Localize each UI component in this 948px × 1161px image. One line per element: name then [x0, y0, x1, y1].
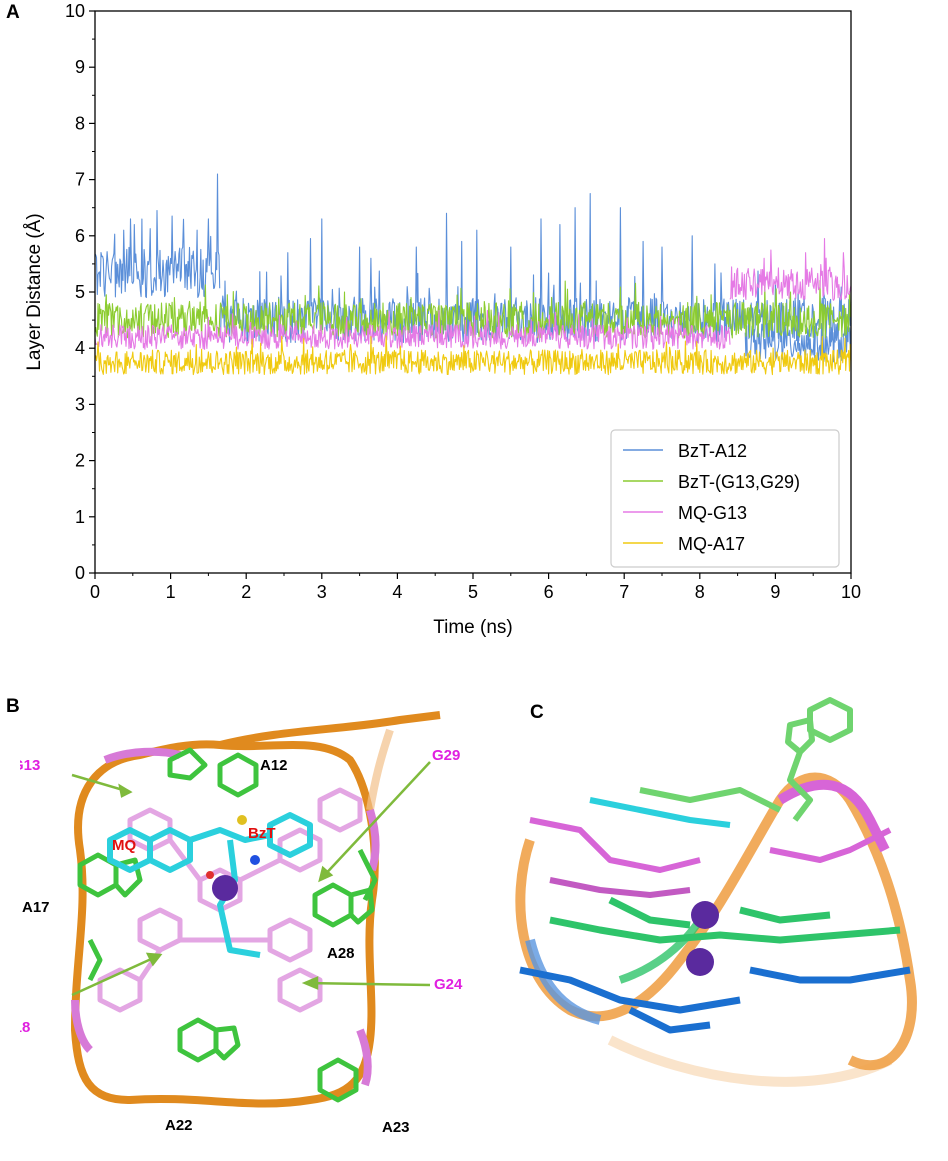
y-tick-label: 5 — [75, 282, 85, 302]
potassium-ion-lower — [686, 948, 714, 976]
legend-box — [610, 429, 840, 568]
x-tick-label: 0 — [90, 582, 100, 602]
y-tick-label: 9 — [75, 57, 85, 77]
label-a17: A17 — [22, 899, 50, 916]
layer-distance-chart: 0 1 2 3 4 5 6 7 8 9 10 0 1 2 3 4 5 6 7 8 9 10 Time (ns) Laye… — [24, 1, 861, 638]
legend: BzT-A12 BzT-(G13,G29) MQ-G13 MQ-A17 — [610, 429, 840, 568]
backbone-tail-faded — [366, 728, 394, 811]
x-tick-label: 4 — [392, 582, 402, 602]
panel-letter-a: A — [6, 2, 20, 23]
ligand-atom-yellow — [237, 815, 247, 825]
backbone-pink — [777, 779, 890, 853]
label-g24: G24 — [434, 976, 463, 993]
legend-label: MQ-A17 — [678, 534, 745, 554]
backbone-pink-segment-3 — [71, 999, 94, 1053]
backbone-green — [618, 917, 704, 984]
y-axis: 0 1 2 3 4 5 6 7 8 9 10 — [65, 1, 95, 583]
y-tick-label: 6 — [75, 226, 85, 246]
x-axis-label: Time (ns) — [433, 617, 513, 638]
x-tick-label: 1 — [166, 582, 176, 602]
y-tick-label: 3 — [75, 394, 85, 414]
label-a28: A28 — [327, 945, 355, 962]
label-mq: MQ — [112, 837, 136, 854]
series-line-bzt-g13-g29- — [94, 279, 852, 339]
structure-side-view — [515, 697, 917, 1087]
panel-letter-b: B — [6, 696, 20, 717]
top-residue — [785, 697, 853, 822]
label-g29: G29 — [432, 747, 460, 764]
label-g13: G13 — [20, 757, 40, 774]
x-tick-label: 3 — [317, 582, 327, 602]
x-tick-label: 9 — [770, 582, 780, 602]
x-tick-label: 2 — [241, 582, 251, 602]
y-tick-label: 8 — [75, 113, 85, 133]
series-lines — [94, 173, 852, 376]
x-tick-label: 5 — [468, 582, 478, 602]
backbone-pink-segment-4 — [356, 1028, 372, 1087]
x-tick-label: 8 — [695, 582, 705, 602]
x-axis: 0 1 2 3 4 5 6 7 8 9 10 — [90, 573, 861, 602]
y-tick-label: 7 — [75, 170, 85, 190]
backbone-tube — [71, 740, 379, 1108]
label-a23: A23 — [382, 1119, 410, 1136]
potassium-ion — [212, 875, 238, 901]
annotation-arrows — [71, 761, 431, 997]
panel-letter-c: C — [530, 702, 544, 723]
x-tick-label: 6 — [544, 582, 554, 602]
x-tick-label: 10 — [841, 582, 861, 602]
middle-quartet — [549, 896, 901, 944]
x-tick-label: 7 — [619, 582, 629, 602]
ligand-atom-blue — [250, 855, 260, 865]
series-line-mq-g13 — [94, 238, 852, 350]
series-line-mq-a17 — [94, 335, 852, 376]
label-g18: G18 — [20, 1019, 30, 1036]
y-tick-label: 2 — [75, 451, 85, 471]
legend-label: BzT-A12 — [678, 441, 747, 461]
legend-label: MQ-G13 — [678, 503, 747, 523]
y-tick-label: 4 — [75, 338, 85, 358]
backbone-pink-segment-2 — [366, 808, 380, 872]
potassium-ion-upper — [691, 901, 719, 929]
backbone-pink-segment — [103, 747, 181, 764]
ligand-structure — [107, 812, 313, 958]
legend-label: BzT-(G13,G29) — [678, 472, 800, 492]
backbone-tail — [219, 711, 441, 749]
y-axis-label: Layer Distance (Å) — [24, 213, 45, 370]
structure-top-view: A12 G13 MQ BzT G29 A17 A28 G24 G18 A22 A… — [20, 711, 463, 1136]
y-tick-label: 10 — [65, 1, 85, 21]
label-a22: A22 — [165, 1117, 193, 1134]
upper-quartet — [529, 787, 892, 898]
y-tick-label: 0 — [75, 563, 85, 583]
label-bzt: BzT — [248, 825, 276, 842]
backbone-blue — [525, 938, 602, 1025]
adenine-residues — [77, 747, 378, 1103]
bottom-quartet — [519, 966, 911, 1034]
label-a12: A12 — [260, 757, 288, 774]
backbone-faded — [607, 1035, 893, 1087]
oxygen-atom — [206, 871, 214, 879]
y-tick-label: 1 — [75, 507, 85, 527]
